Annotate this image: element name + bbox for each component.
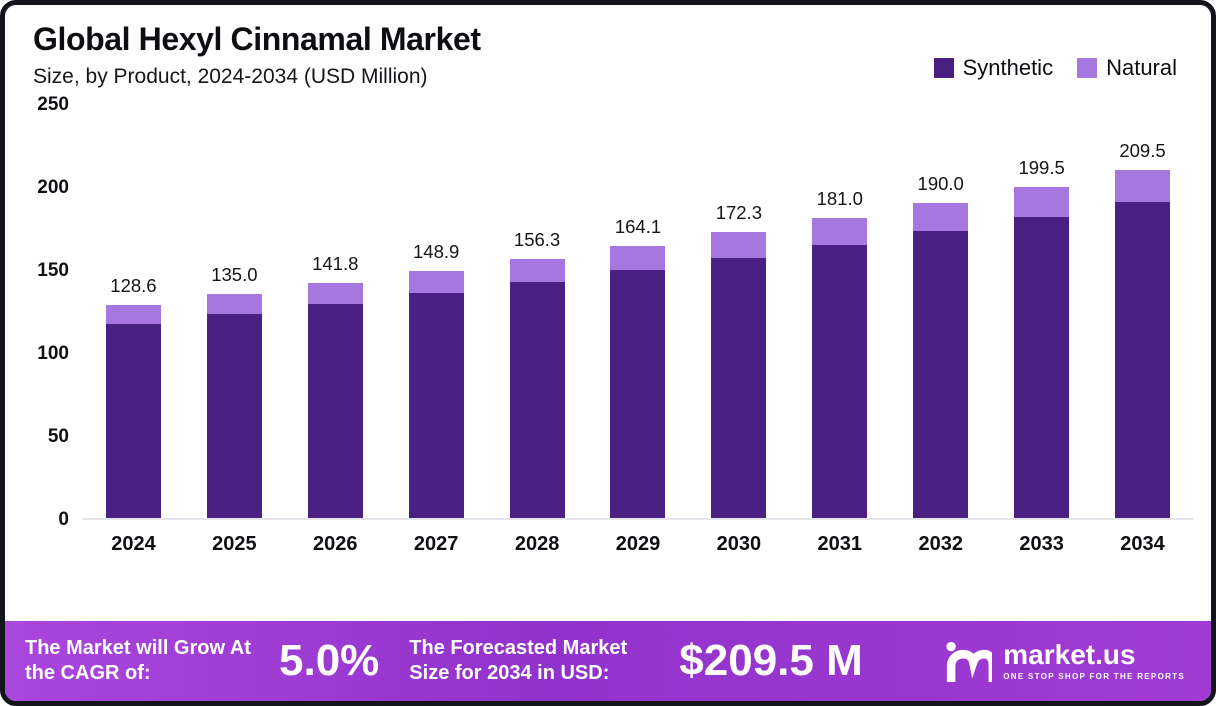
- marketus-logo-icon: [946, 640, 993, 682]
- bar-stack: [206, 293, 262, 518]
- legend-item-natural: Natural: [1077, 55, 1177, 81]
- stacked-bar-chart: 0 50 100 150 200 250 128.6 135.0 141.8 148.9 156.…: [5, 89, 1211, 556]
- x-axis-label: 2027: [413, 533, 459, 555]
- bar-stack: [509, 258, 565, 518]
- segment-natural: [913, 202, 969, 231]
- bar-stack: [1014, 186, 1070, 518]
- y-tick-label: 50: [47, 426, 69, 447]
- segment-synthetic: [812, 244, 868, 518]
- bar-stack: [610, 245, 666, 518]
- natural-swatch-icon: [1077, 58, 1098, 78]
- bar-2024: 128.6: [83, 105, 184, 518]
- y-tick-label: 200: [37, 177, 69, 198]
- bar-2026: 141.8: [285, 105, 386, 518]
- chart-subtitle: Size, by Product, 2024-2034 (USD Million…: [33, 65, 428, 88]
- segment-synthetic: [610, 270, 666, 518]
- bottom-banner: The Market will Grow At the CAGR of: 5.0…: [5, 621, 1211, 701]
- x-axis-label: 2032: [918, 533, 963, 555]
- chart-title: Global Hexyl Cinnamal Market: [33, 21, 481, 57]
- bar-stack: [105, 304, 161, 518]
- x-axis-label: 2034: [1120, 533, 1165, 555]
- x-axis-label: 2025: [212, 533, 257, 555]
- segment-natural: [206, 293, 262, 314]
- segment-natural: [105, 304, 161, 324]
- bar-total-label: 181.0: [816, 187, 863, 209]
- legend-label-synthetic: Synthetic: [962, 55, 1054, 80]
- segment-natural: [711, 232, 767, 258]
- synthetic-swatch-icon: [933, 58, 954, 78]
- forecast-value: $209.5 M: [679, 636, 863, 685]
- segment-natural: [509, 258, 565, 282]
- bar-2033: 199.5: [991, 105, 1092, 518]
- segment-natural: [812, 217, 868, 245]
- bar-total-label: 128.6: [110, 274, 157, 296]
- bar-2029: 164.1: [588, 105, 689, 518]
- x-axis: 2024 2025 2026 2027 2028 2029 2030 2031 2032 2033…: [83, 520, 1193, 556]
- brand-name: market.us: [1003, 639, 1136, 670]
- x-axis-label: 2024: [111, 533, 156, 555]
- plot-area: 128.6 135.0 141.8 148.9 156.3 164.1 172.3 181.0…: [83, 105, 1193, 556]
- x-axis-label: 2026: [313, 533, 358, 555]
- bar-2030: 172.3: [688, 105, 789, 518]
- y-tick-label: 150: [37, 260, 69, 281]
- segment-synthetic: [307, 303, 363, 518]
- bar-2025: 135.0: [184, 105, 285, 518]
- y-axis: 0 50 100 150 200 250: [19, 94, 83, 530]
- x-axis-label: 2030: [716, 533, 762, 555]
- bar-total-label: 164.1: [614, 215, 662, 237]
- bar-stack: [1115, 170, 1171, 518]
- x-axis-label: 2029: [615, 533, 661, 555]
- bar-total-label: 156.3: [513, 228, 561, 250]
- bar-stack: [408, 270, 464, 518]
- bar-2032: 190.0: [890, 105, 991, 518]
- bar-2028: 156.3: [487, 105, 588, 518]
- segment-natural: [408, 270, 464, 294]
- segment-natural: [1115, 170, 1171, 202]
- legend: Synthetic Natural: [933, 55, 1177, 81]
- bar-total-label: 199.5: [1018, 156, 1065, 178]
- segment-synthetic: [408, 293, 464, 518]
- bar-stack: [913, 202, 969, 518]
- segment-natural: [1014, 186, 1070, 217]
- segment-synthetic: [206, 314, 262, 518]
- bar-2027: 148.9: [386, 105, 487, 518]
- brand-text: market.us ONE STOP SHOP FOR THE REPORTS: [1003, 639, 1185, 682]
- bar-total-label: 141.8: [312, 252, 359, 274]
- bar-stack: [307, 282, 363, 518]
- segment-synthetic: [1115, 201, 1171, 518]
- x-axis-label: 2028: [514, 533, 560, 555]
- bar-total-label: 135.0: [211, 263, 258, 285]
- y-tick-label: 250: [37, 94, 69, 115]
- bar-total-label: 190.0: [917, 172, 964, 194]
- segment-synthetic: [509, 281, 565, 518]
- brand-block: market.us ONE STOP SHOP FOR THE REPORTS: [946, 640, 1185, 682]
- legend-label-natural: Natural: [1106, 55, 1177, 80]
- brand-tagline: ONE STOP SHOP FOR THE REPORTS: [1003, 672, 1185, 681]
- bar-total-label: 209.5: [1119, 140, 1166, 162]
- y-tick-label: 100: [37, 343, 69, 364]
- forecast-label: The Forecasted Market Size for 2034 in U…: [409, 637, 628, 684]
- bar-stack: [812, 217, 868, 518]
- x-axis-label: 2033: [1019, 533, 1064, 555]
- legend-item-synthetic: Synthetic: [933, 55, 1054, 81]
- y-tick-label: 0: [58, 509, 69, 530]
- segment-synthetic: [1014, 216, 1070, 518]
- bar-2034: 209.5: [1092, 105, 1193, 518]
- segment-synthetic: [913, 231, 969, 518]
- segment-synthetic: [711, 257, 767, 518]
- chart-header: Global Hexyl Cinnamal Market Size, by Pr…: [5, 5, 1211, 89]
- bar-stack: [711, 232, 767, 518]
- bar-2031: 181.0: [789, 105, 890, 518]
- bar-total-label: 148.9: [413, 240, 460, 262]
- bars-row: 128.6 135.0 141.8 148.9 156.3 164.1 172.3 181.0…: [83, 105, 1193, 520]
- segment-natural: [307, 282, 363, 304]
- x-axis-label: 2031: [817, 533, 863, 555]
- cagr-label: The Market will Grow At the CAGR of:: [25, 637, 251, 684]
- bar-total-label: 172.3: [715, 202, 763, 223]
- cagr-value: 5.0%: [279, 636, 380, 685]
- segment-synthetic: [105, 323, 161, 518]
- segment-natural: [610, 245, 666, 271]
